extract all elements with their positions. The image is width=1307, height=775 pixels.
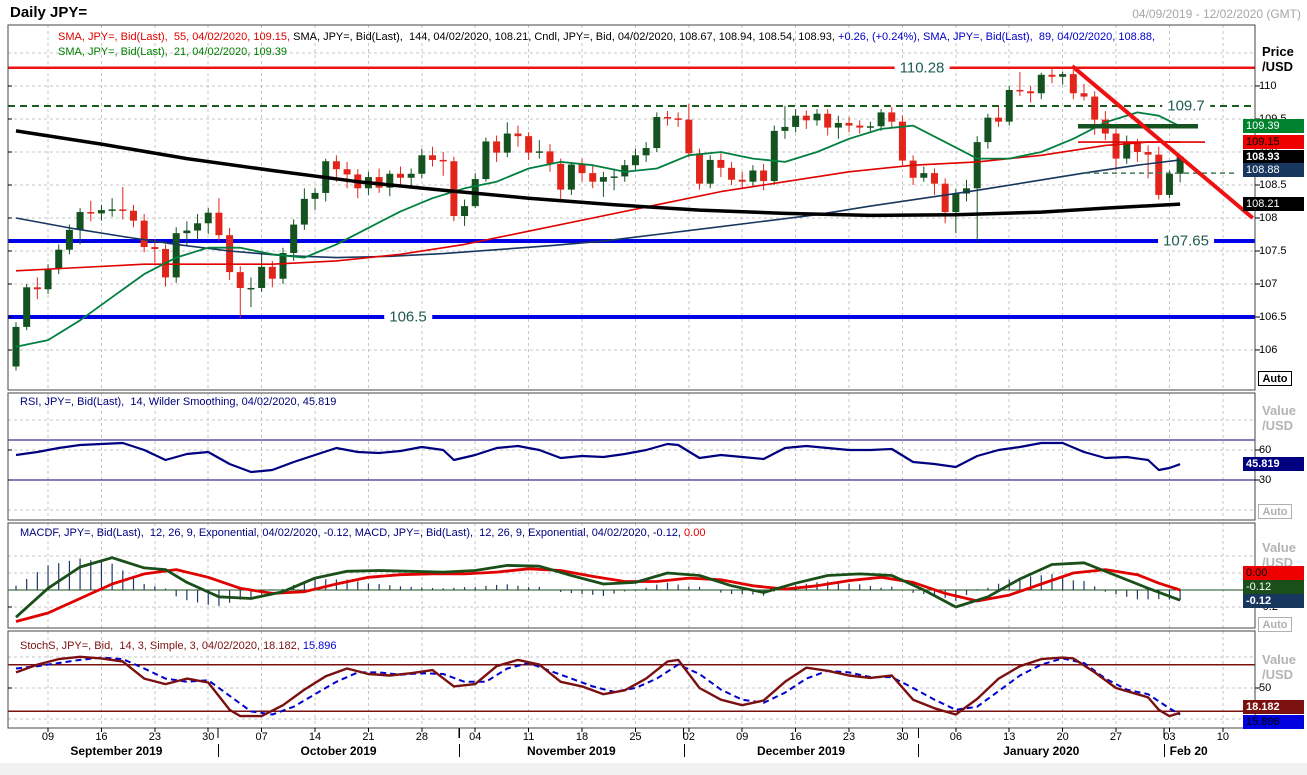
x-day-label-27: 27 [1109,731,1123,743]
x-month-label: December 2019 [756,744,845,758]
legend-main-line1-segment: +0.26, (+0.24%), [838,31,924,43]
auto-button-macd[interactable]: Auto [1258,617,1292,632]
x-day-label-23: 23 [842,731,856,743]
legend-macd-segment: 0.00 [684,527,706,539]
bottom-strip [0,763,1307,775]
legend-stoch-segment: 15.896 [302,640,337,652]
x-month-separator [918,744,920,757]
price-badge-18.182: 18.182 [1243,699,1304,714]
x-day-label-20: 20 [1056,731,1069,743]
axis-tick-main-107.5: 107.5 [1259,245,1287,257]
x-day-label-09: 09 [41,731,55,743]
x-month-separator [1164,744,1166,757]
x-month-label: January 2020 [1003,744,1080,758]
x-day-label-04: 04 [469,731,482,743]
price-badge-109.15: 109.15 [1243,135,1304,150]
x-day-label-25: 25 [629,731,642,743]
x-day-label-07: 07 [255,731,268,743]
x-month-separator [459,744,461,757]
axis-tick-main-107: 107 [1259,278,1278,290]
price-badge-108.21: 108.21 [1243,197,1304,212]
legend-macd: MACDF, JPY=, Bid(Last), 12, 26, 9, Expon… [20,527,705,539]
x-day-label-18: 18 [575,731,589,743]
axis-unit-label-rsi: Value/USD [1262,403,1296,433]
auto-button-rsi[interactable]: Auto [1258,504,1292,519]
annotations-layer [1070,64,1255,220]
x-month-separator [683,744,685,757]
x-day-label-13: 13 [1003,731,1016,743]
page-title: Daily JPY= [10,4,88,21]
date-range-label: 04/09/2019 - 12/02/2020 (GMT) [1132,7,1301,21]
axis-tick-rsi-30: 30 [1259,474,1272,486]
price-badge-0.00: 0.00 [1243,566,1304,580]
x-month-label: September 2019 [70,744,163,758]
legend-main-line1-segment: SMA, JPY=, Bid(Last), 55, 04/02/2020, 10… [58,31,294,43]
price-badge-108.93: 108.93 [1243,149,1304,164]
axis-tick-main-108: 108 [1259,212,1278,224]
level-lines-layer [8,66,1255,319]
level-label-110.28: 110.28 [894,59,950,77]
axis-unit-label-stoch: Value/USD [1262,652,1296,682]
x-day-label-09: 09 [736,731,749,743]
x-day-label-02: 02 [682,731,695,743]
x-day-label-14: 14 [308,731,322,743]
x-month-label: November 2019 [527,744,616,758]
x-day-label-30: 30 [202,731,215,743]
level-label-107.65: 107.65 [1158,232,1214,250]
stochastic-layer [8,655,1255,718]
legend-macd-segment: MACDF, JPY=, Bid(Last), 12, 26, 9, Expon… [20,527,685,539]
axis-tick-main-108.5: 108.5 [1259,179,1287,191]
x-day-label-21: 21 [362,731,375,743]
axis-tick-rsi-60: 60 [1259,444,1272,456]
x-day-label-11: 11 [522,731,535,743]
x-day-label-06: 06 [949,731,962,743]
x-day-label-10: 10 [1216,731,1229,743]
price-badge-108.88: 108.88 [1243,162,1304,177]
x-day-label-30: 30 [896,731,909,743]
price-badge--0.12: -0.12 [1243,580,1304,595]
legend-main-line1: SMA, JPY=, Bid(Last), 55, 04/02/2020, 10… [58,31,1155,43]
x-day-label-16: 16 [95,731,108,743]
axis-unit-label-main: Price/USD [1262,44,1294,74]
moving-averages-layer [15,111,1181,348]
x-month-label: Feb 20 [1169,744,1208,758]
axis-tick-main-106.5: 106.5 [1259,311,1287,323]
price-badge-45.819: 45.819 [1243,457,1304,472]
x-day-label-03: 03 [1163,731,1176,743]
rsi-layer [8,439,1255,481]
level-label-109.7: 109.7 [1162,97,1210,115]
price-badge-109.39: 109.39 [1243,119,1304,134]
legend-stoch-segment: StochS, JPY=, Bid, 14, 3, Simple, 3, 04/… [20,640,303,652]
axis-tick-main-110: 110 [1259,80,1277,92]
macd-layer [8,556,1255,623]
legend-main-line1-segment: SMA, JPY=, Bid(Last), 89, 04/02/2020, 10… [923,31,1156,43]
x-day-label-28: 28 [415,731,428,743]
axis-tick-main-106: 106 [1259,344,1278,356]
legend-main-line1-segment: SMA, JPY=, Bid(Last), 144, 04/02/2020, 1… [293,31,839,43]
x-day-label-23: 23 [148,731,161,743]
price-badge-15.896: 15.896 [1243,714,1304,729]
auto-button-main[interactable]: Auto [1258,371,1292,386]
level-label-106.5: 106.5 [384,308,432,326]
axis-tick-stoch-50: 50 [1259,682,1272,694]
x-month-label: October 2019 [300,744,377,758]
legend-main-line2: SMA, JPY=, Bid(Last), 21, 04/02/2020, 10… [58,46,287,58]
x-day-label-16: 16 [789,731,802,743]
legend-main-line2-segment: SMA, JPY=, Bid(Last), 21, 04/02/2020, 10… [58,46,288,58]
legend-rsi: RSI, JPY=, Bid(Last), 14, Wilder Smoothi… [20,396,336,408]
price-badge--0.12: -0.12 [1243,594,1304,609]
x-month-separator [217,744,219,757]
legend-rsi-segment: RSI, JPY=, Bid(Last), 14, Wilder Smoothi… [20,396,337,408]
legend-stoch: StochS, JPY=, Bid, 14, 3, Simple, 3, 04/… [20,640,336,652]
